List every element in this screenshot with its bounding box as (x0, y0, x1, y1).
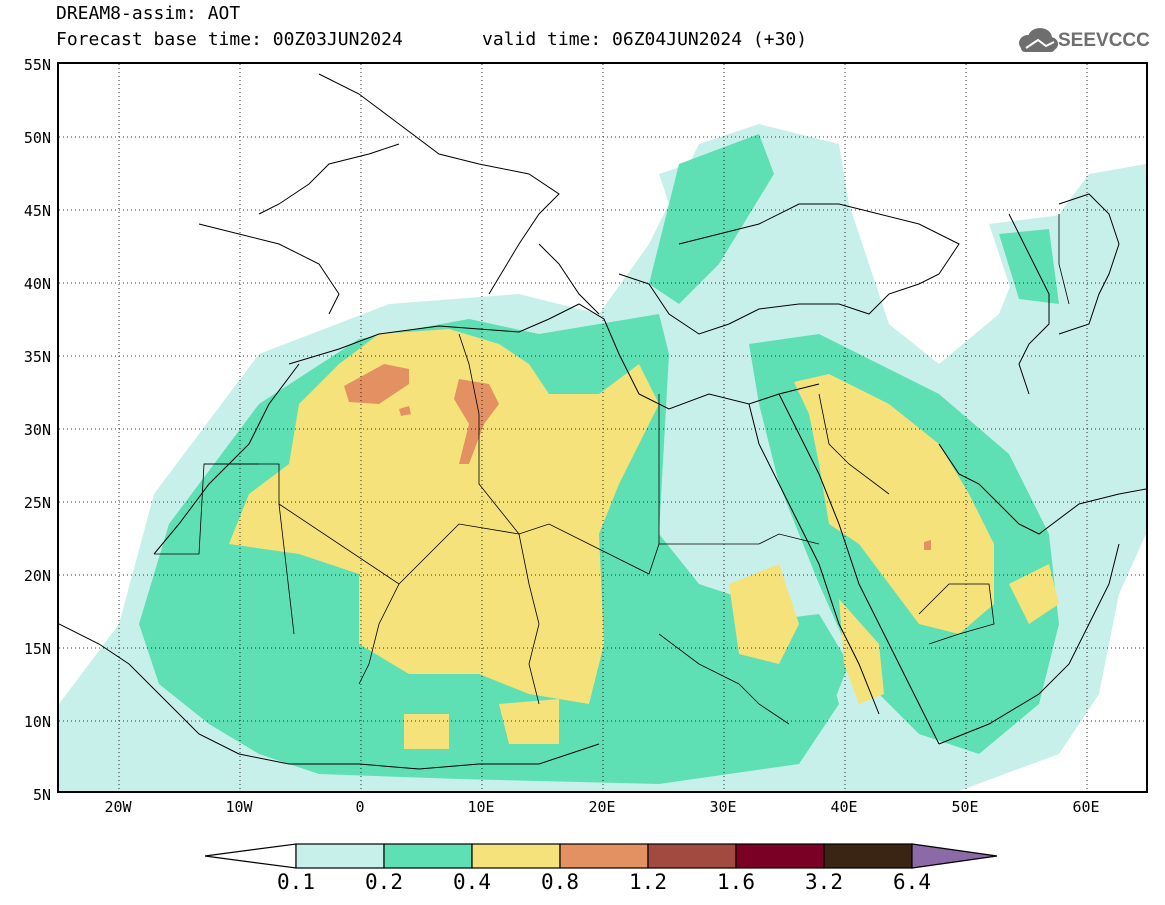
colorbar-tick-label: 6.4 (893, 870, 931, 894)
colorbar-tick-label: 1.6 (717, 870, 755, 894)
colorbar (205, 843, 998, 869)
colorbar-below-triangle (205, 843, 297, 869)
lat-label: 15N (23, 640, 51, 658)
lon-label: 0 (355, 798, 365, 816)
colorbar-bin-1-6 (735, 843, 825, 869)
lon-label: 20W (104, 798, 132, 816)
lat-label: 45N (23, 202, 51, 220)
lat-label: 10N (23, 713, 51, 731)
lat-label: 25N (23, 494, 51, 512)
colorbar-tick-label: 0.4 (453, 870, 491, 894)
colorbar-bin-0-8 (559, 843, 649, 869)
colorbar-tick-label: 3.2 (805, 870, 843, 894)
aot-band-0-4 (229, 329, 1059, 749)
colorbar-above-triangle (911, 843, 998, 869)
lat-label: 30N (23, 421, 51, 439)
aot-map (57, 62, 1148, 793)
lat-label: 20N (23, 567, 51, 585)
lat-label: 40N (23, 275, 51, 293)
lat-label: 55N (23, 56, 51, 74)
colorbar-bin-1-2 (647, 843, 737, 869)
colorbar-bin-0-1 (295, 843, 385, 869)
lat-label: 50N (23, 129, 51, 147)
lon-label: 30E (709, 798, 737, 816)
colorbar-bin-0-4 (471, 843, 561, 869)
lon-label: 20E (588, 798, 616, 816)
lon-label: 60E (1072, 798, 1100, 816)
base-time-text: Forecast base time: 00Z03JUN2024 (56, 29, 403, 50)
borders (154, 214, 1070, 725)
cloud-logo-icon (1019, 28, 1058, 52)
colorbar-bin-3-2 (823, 843, 913, 869)
title-line-1: DREAM8-assim: AOT (56, 3, 241, 24)
colorbar-tick-label: 1.2 (629, 870, 667, 894)
lat-label: 5N (32, 786, 51, 804)
lat-label: 35N (23, 348, 51, 366)
lon-label: 10E (467, 798, 495, 816)
lon-label: 10W (225, 798, 253, 816)
logo-text: SEEVCCC (1058, 30, 1150, 51)
colorbar-tick-label: 0.8 (541, 870, 579, 894)
map-canvas (59, 64, 1146, 791)
valid-time-text: valid time: 06Z04JUN2024 (+30) (482, 29, 808, 50)
colorbar-tick-label: 0.1 (277, 870, 315, 894)
aot-band-0-8 (344, 364, 931, 550)
lon-label: 40E (830, 798, 858, 816)
lon-label: 50E (951, 798, 979, 816)
colorbar-bin-0-2 (383, 843, 473, 869)
coastlines (59, 73, 1146, 770)
colorbar-tick-label: 0.2 (365, 870, 403, 894)
